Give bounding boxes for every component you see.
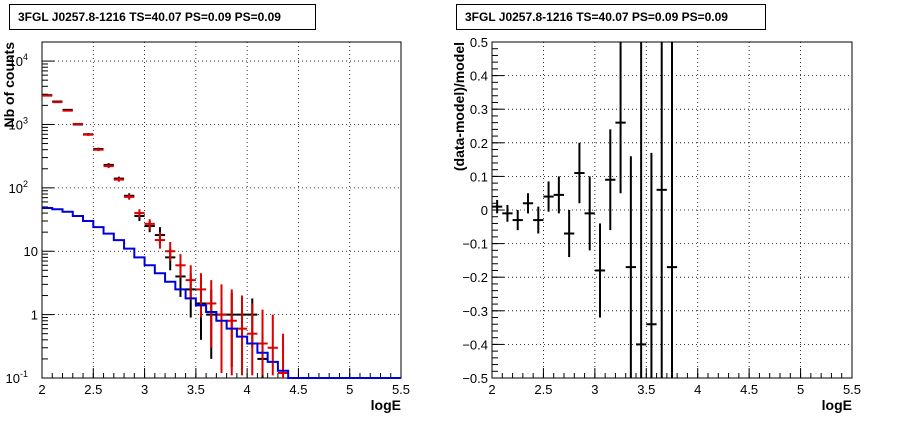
data-point (247, 303, 258, 376)
data-point (553, 176, 564, 214)
data-point (522, 193, 534, 214)
data-point (72, 122, 84, 125)
data-point (625, 156, 636, 378)
x-tick-label: 2.5 (534, 382, 552, 397)
x-tick-label: 2 (488, 382, 495, 397)
right-chart-title: 3FGL J0257.8-1216 TS=40.07 PS=0.09 PS=0.… (456, 4, 766, 30)
x-tick-label: 3 (591, 382, 598, 397)
data-point (93, 148, 104, 152)
y-tick-label: 0.5 (470, 35, 488, 50)
y-tick-label: −0.3 (462, 304, 488, 319)
data-point (206, 280, 217, 348)
data-point (533, 206, 544, 234)
x-axis-title: logE (822, 397, 852, 413)
x-tick-label: 5.5 (392, 382, 410, 397)
y-tick-label: 0 (481, 203, 488, 218)
x-tick-label: 3.5 (187, 382, 205, 397)
x-axis-title: logE (371, 397, 401, 413)
data-point (543, 181, 554, 212)
y-tick-label: 102 (9, 179, 28, 196)
left-plot: 2 2.5 3 3.5 4 4.5 5 5.5 10-1 1 10 102 103 104 logE Nb o… (1, 41, 410, 413)
data-point (267, 314, 278, 376)
y-tick-label: 0.4 (470, 69, 488, 84)
data-point (124, 194, 135, 200)
data-point (134, 209, 145, 218)
x-tick-label: 3 (141, 382, 148, 397)
y-tick-label: 10 (24, 244, 38, 259)
y-axis-title: (data-model)/model (451, 42, 467, 171)
x-tick-label: 4 (244, 382, 251, 397)
y-tick-label: 103 (9, 115, 28, 132)
data-point (226, 289, 237, 376)
data-point (154, 232, 166, 249)
y-tick-label: −0.5 (462, 371, 488, 386)
data-point (502, 204, 513, 222)
data-point (564, 210, 575, 258)
data-point (42, 94, 53, 97)
data-point (605, 129, 616, 231)
data-point (185, 265, 196, 301)
data-point (62, 109, 73, 112)
y-tick-label: 104 (9, 52, 28, 69)
y-tick-label: −0.4 (462, 337, 488, 352)
data-point (636, 42, 647, 378)
x-tick-label: 4 (694, 382, 701, 397)
data-point (584, 176, 595, 251)
x-tick-label: 2 (38, 382, 45, 397)
data-point (175, 254, 186, 278)
y-tick-label: −0.1 (462, 237, 488, 252)
data-point (656, 42, 667, 378)
x-tick-label: 5 (346, 382, 353, 397)
y-tick-label: −0.2 (462, 270, 488, 285)
data-point (83, 133, 94, 136)
y-tick-label: 0.1 (470, 169, 488, 184)
x-tick-label: 3.5 (637, 382, 655, 397)
right-plot: 2 2.5 3 3.5 4 4.5 5 5.5 −0.5 −0.4 −0.3 −0.2 −0.1 0 0.1… (451, 35, 861, 413)
data-point (195, 273, 207, 318)
left-chart-title: 3FGL J0257.8-1216 TS=40.07 PS=0.09 PS=0.… (9, 4, 316, 30)
y-tick-label: 0.3 (470, 102, 488, 117)
data-point (666, 42, 678, 378)
data-point (103, 164, 114, 169)
data-point (594, 223, 606, 318)
data-point (236, 295, 248, 376)
model-step-line (42, 207, 401, 379)
data-point (257, 309, 268, 376)
y-tick-label: 10-1 (6, 369, 28, 386)
data-point (144, 219, 155, 230)
data-point (113, 177, 125, 182)
x-tick-label: 5.5 (843, 382, 861, 397)
data-point (492, 199, 503, 214)
y-axis-title: Nb of counts (1, 42, 17, 128)
x-tick-label: 4.5 (740, 382, 758, 397)
data-point (512, 210, 523, 231)
data-point (216, 284, 227, 373)
data-point (165, 241, 176, 262)
y-tick-label: 1 (31, 308, 38, 323)
data-point (615, 42, 626, 194)
data-point (574, 142, 585, 204)
y-tick-label: 0.2 (470, 136, 488, 151)
data-point (52, 101, 63, 104)
x-tick-label: 5 (797, 382, 804, 397)
x-tick-label: 4.5 (289, 382, 307, 397)
data-point (646, 152, 657, 378)
x-tick-label: 2.5 (84, 382, 102, 397)
